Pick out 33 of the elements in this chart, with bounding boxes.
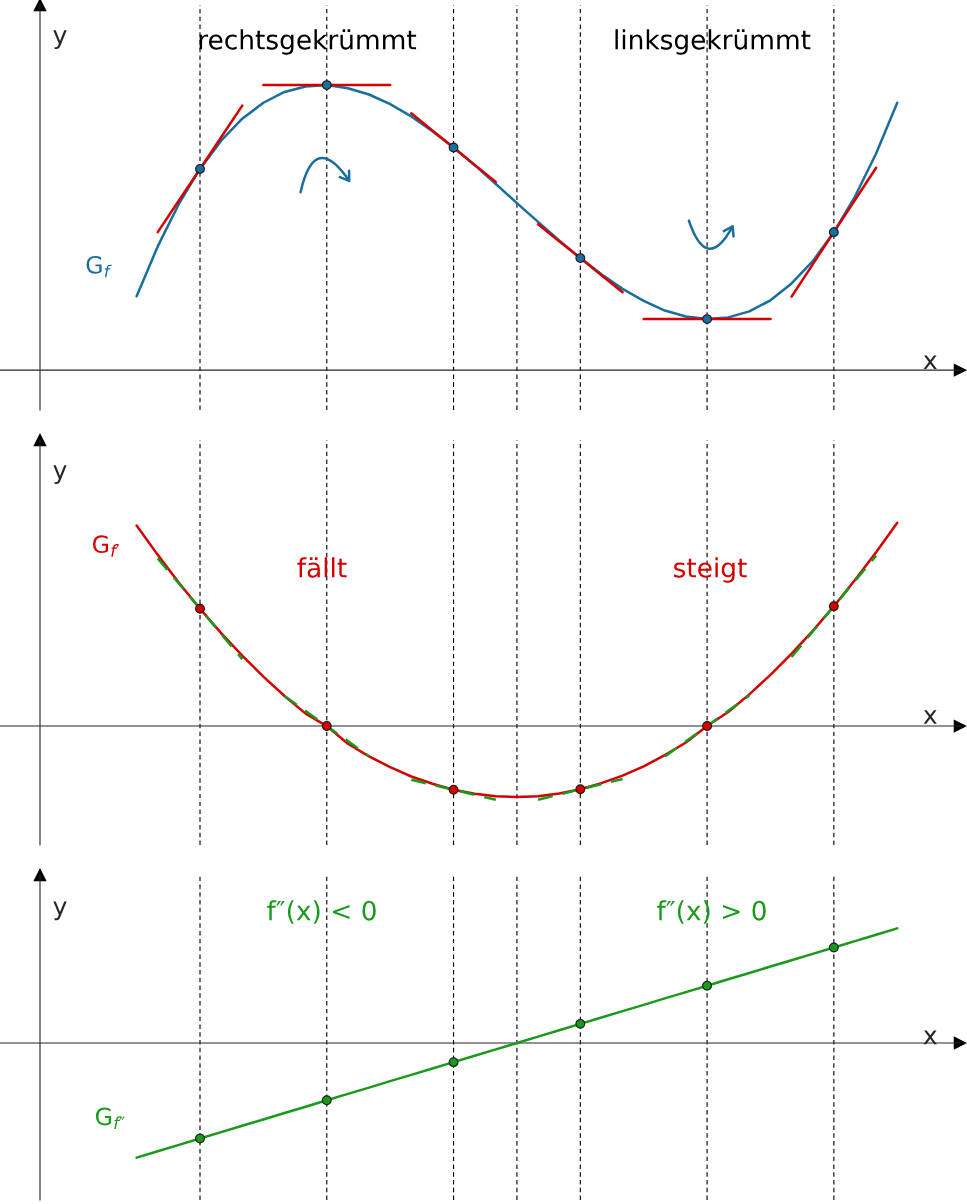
point [575, 1018, 586, 1029]
text: rechtsgekrümmt [199, 29, 417, 55]
text: f″(x) > 0 [657, 900, 766, 924]
point [702, 980, 713, 991]
text: linksgekrümmt [615, 29, 811, 55]
x-axis-title: x [923, 355, 937, 370]
point [575, 784, 586, 795]
series-label: G$_{f′}$ [92, 535, 120, 557]
point [828, 601, 839, 612]
point [828, 227, 839, 238]
y-axis-title: y [53, 901, 67, 921]
annotation: fällt [297, 557, 347, 578]
x-axis-title: x [923, 710, 937, 724]
point [321, 80, 332, 91]
point [702, 314, 713, 325]
point [448, 784, 459, 795]
point [195, 603, 205, 614]
point [321, 721, 332, 732]
series-label: G$_{f}$ [86, 255, 112, 278]
annotation: steigt [674, 557, 747, 583]
point [448, 1057, 459, 1068]
text: f″(x) < 0 [267, 900, 376, 924]
point [575, 253, 586, 264]
point [448, 142, 459, 153]
y-axis-title: y [53, 30, 67, 50]
point [828, 942, 839, 953]
y-axis-title: y [53, 465, 67, 485]
point [195, 163, 205, 174]
point [321, 1095, 332, 1106]
point [195, 1133, 205, 1144]
series-label: G$_{f″}$ [95, 1107, 125, 1129]
point [702, 721, 713, 732]
x-axis-title: x [923, 1030, 937, 1045]
